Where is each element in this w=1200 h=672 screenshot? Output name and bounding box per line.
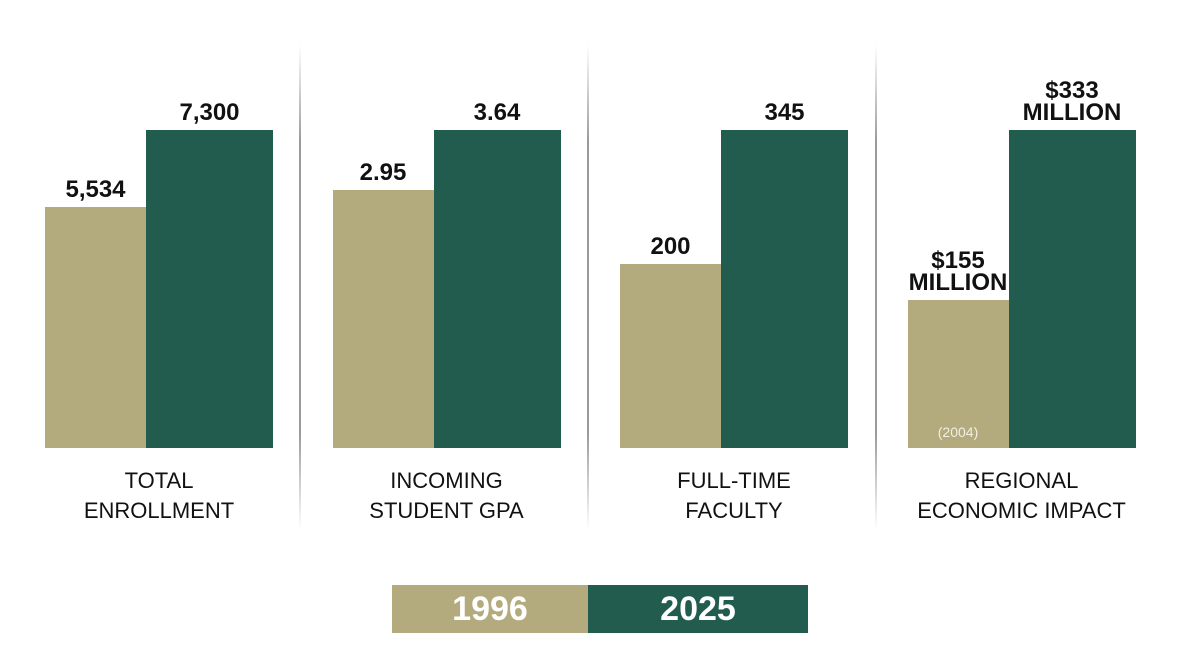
- bar: [146, 130, 273, 448]
- bar: [45, 206, 146, 448]
- bar: [620, 263, 721, 448]
- category-label: INCOMING STUDENT GPA: [369, 468, 524, 523]
- legend-item: 2025: [588, 585, 808, 633]
- legend-item: 1996: [392, 585, 588, 633]
- bar: [433, 130, 561, 448]
- category-label: REGIONAL ECONOMIC IMPACT: [917, 468, 1126, 523]
- value-label: 345: [764, 99, 805, 126]
- value-label: 200: [650, 232, 691, 260]
- category-label: FULL-TIME FACULTY: [677, 468, 791, 523]
- value-label: 5,534: [65, 175, 126, 203]
- value-label: $333 MILLION: [1022, 77, 1122, 126]
- category-label: TOTAL ENROLLMENT: [83, 468, 235, 523]
- value-label: 2.95: [359, 159, 407, 187]
- value-label: $155 MILLION: [908, 246, 1008, 296]
- value-label: 7,300: [179, 99, 240, 126]
- annotation: (2004): [937, 424, 979, 440]
- value-label: 3.64: [473, 99, 521, 126]
- bar: [907, 299, 1009, 448]
- bar: [721, 130, 848, 448]
- separator: [875, 45, 877, 530]
- separator: [587, 45, 589, 530]
- separator: [299, 45, 301, 530]
- bar: [332, 190, 434, 448]
- bar: [1008, 130, 1136, 448]
